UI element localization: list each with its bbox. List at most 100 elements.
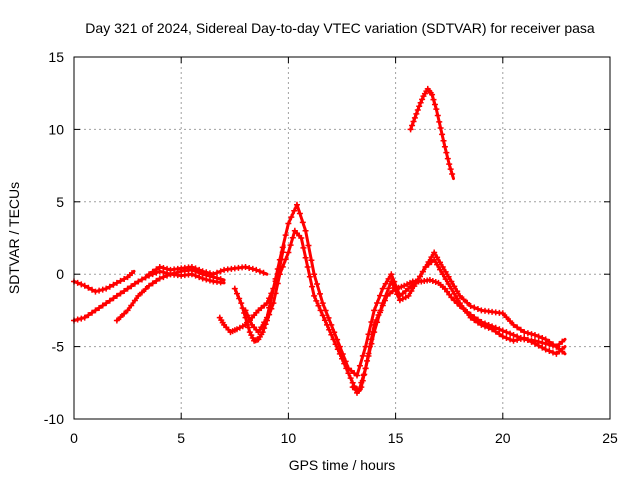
data-point <box>405 292 412 299</box>
data-point <box>311 292 318 299</box>
data-point <box>535 333 542 340</box>
data-point <box>521 329 528 336</box>
data-point <box>379 300 386 307</box>
data-point <box>464 299 471 306</box>
y-tick-label: 0 <box>56 266 64 282</box>
data-point <box>410 118 417 125</box>
y-tick-label: 5 <box>56 194 64 210</box>
data-point <box>485 324 492 331</box>
data-point <box>507 318 514 325</box>
data-point <box>521 334 528 341</box>
data-point <box>471 317 478 324</box>
data-point <box>448 285 455 292</box>
data-point <box>360 372 367 379</box>
data-point <box>328 321 335 328</box>
x-tick-label: 10 <box>281 430 297 446</box>
data-point <box>474 319 481 326</box>
data-point <box>246 317 253 324</box>
data-point <box>489 326 496 333</box>
data-point <box>302 227 309 234</box>
data-point <box>110 281 117 288</box>
data-point <box>313 297 320 304</box>
data-point <box>85 284 92 291</box>
grid <box>74 57 610 419</box>
data-point <box>460 296 467 303</box>
data-point <box>411 114 418 121</box>
data-point <box>117 314 124 321</box>
data-point <box>385 285 392 292</box>
data-point <box>149 280 156 287</box>
data-point <box>444 155 451 162</box>
data-point <box>539 344 546 351</box>
data-point <box>117 290 124 297</box>
data-point <box>325 314 332 321</box>
data-point <box>446 161 453 168</box>
data-point <box>535 342 542 349</box>
data-point <box>499 333 506 340</box>
data-point <box>374 319 381 326</box>
data-point <box>92 288 99 295</box>
data-point <box>156 275 163 282</box>
data-point <box>391 284 398 291</box>
data-point <box>464 310 471 317</box>
data-point <box>426 276 433 283</box>
data-point <box>447 166 454 173</box>
data-point <box>334 336 341 343</box>
data-point <box>238 300 245 307</box>
data-point <box>331 329 338 336</box>
series-arc-6 <box>233 229 567 395</box>
data-point <box>443 149 450 156</box>
data-point <box>89 286 96 293</box>
data-point <box>117 277 124 284</box>
data-point <box>492 328 499 335</box>
data-point <box>266 304 273 311</box>
data-point <box>192 265 199 272</box>
data-point <box>376 292 383 299</box>
data-point <box>138 276 145 283</box>
data-point <box>299 219 306 226</box>
data-point <box>196 266 203 273</box>
data-point <box>214 269 221 276</box>
data-point <box>315 302 322 309</box>
data-point <box>74 316 81 323</box>
data-point <box>549 349 556 356</box>
data-point <box>339 350 346 357</box>
data-point <box>517 326 524 333</box>
axis-ticks: 0 5 10 15 20 25 -10 -5 0 5 10 15 <box>44 49 618 446</box>
data-point <box>289 234 296 241</box>
data-point <box>287 242 294 249</box>
data-point <box>471 304 478 311</box>
data-point <box>559 345 566 352</box>
data-point <box>121 275 128 282</box>
data-point <box>319 300 326 307</box>
data-point <box>542 346 549 353</box>
data-point <box>146 282 153 289</box>
data-point <box>260 269 267 276</box>
data-point <box>482 323 489 330</box>
data-point <box>149 268 156 275</box>
data-point <box>85 312 92 319</box>
data-point <box>319 312 326 319</box>
data-point <box>407 126 414 133</box>
data-point <box>156 263 163 270</box>
data-point <box>456 300 463 307</box>
data-point <box>436 118 443 125</box>
data-point <box>478 321 485 328</box>
data-point <box>263 314 270 321</box>
data-point <box>245 324 252 331</box>
data-point <box>305 242 312 249</box>
data-point <box>474 306 481 313</box>
data-point <box>276 256 283 263</box>
data-point <box>81 282 88 289</box>
data-point <box>291 207 298 214</box>
data-point <box>288 214 295 221</box>
data-point <box>514 336 521 343</box>
data-point <box>431 101 438 108</box>
data-point <box>379 285 386 292</box>
data-point <box>217 276 224 283</box>
data-point <box>153 266 160 273</box>
data-point <box>496 331 503 338</box>
data-point <box>199 268 206 275</box>
data-point <box>430 96 437 103</box>
